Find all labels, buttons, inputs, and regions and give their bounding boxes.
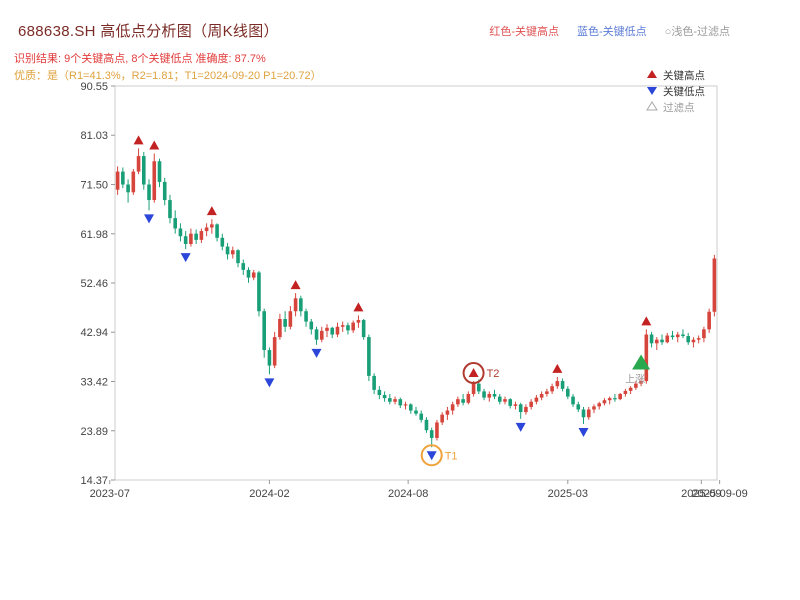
- plot-border: [114, 85, 718, 481]
- legend-high-marker-icon: [647, 70, 657, 78]
- legend-filtered-marker-icon: [646, 101, 658, 111]
- t2-circle: [462, 362, 485, 385]
- y-tick-label: 23.89: [80, 426, 108, 438]
- x-tick-label: 2024-02: [249, 488, 289, 500]
- key-high-marker: [149, 140, 160, 150]
- header-legend-low: 蓝色-关键低点: [577, 26, 647, 38]
- t1-label: T1: [445, 450, 458, 462]
- key-high-marker: [468, 368, 479, 378]
- page-title: 688638.SH 高低点分析图（周K线图）: [18, 23, 279, 40]
- x-tick-label: 2023-07: [90, 488, 130, 500]
- legend-label: 关键低点: [663, 85, 705, 98]
- signal-label: 上涨: [625, 373, 645, 385]
- header-legend-high: 红色-关键高点: [489, 26, 560, 38]
- y-tick-label: 42.94: [80, 327, 108, 339]
- t1-circle: [420, 444, 443, 467]
- key-low-marker: [578, 427, 589, 437]
- x-tick-label: 2025-03: [548, 488, 588, 500]
- y-tick-label: 61.98: [80, 229, 108, 241]
- key-low-marker: [515, 422, 526, 432]
- x-axis: 2023-07 2024-02 2024-08 2025-03 2025-092025-…: [90, 480, 748, 500]
- key-low-marker: [264, 378, 275, 388]
- legend-low-marker-icon: [647, 87, 657, 95]
- y-tick-label: 33.42: [80, 376, 108, 388]
- key-high-marker: [133, 135, 144, 145]
- candles: [115, 148, 717, 448]
- x-tick-label: 2024-08: [388, 488, 428, 500]
- key-low-marker: [426, 451, 437, 461]
- header-legend-filtered: ○浅色-过滤点: [664, 26, 730, 38]
- key-high-marker: [641, 316, 652, 326]
- y-tick-label: 81.03: [80, 130, 108, 142]
- key-low-marker: [144, 214, 155, 224]
- legend-label: 关键高点: [663, 69, 705, 82]
- key-low-markers: [144, 214, 589, 461]
- x-tick-label: 2025-09: [681, 488, 721, 500]
- x-tick-label: 2025-09-09: [691, 488, 747, 500]
- y-tick-label: 52.46: [80, 278, 108, 290]
- key-high-marker: [206, 206, 217, 216]
- signal-triangle: [632, 354, 651, 370]
- key-high-marker: [290, 280, 301, 290]
- key-low-marker: [311, 348, 322, 358]
- y-tick-label: 71.50: [80, 180, 108, 192]
- y-tick-label: 90.55: [80, 81, 108, 93]
- key-low-marker: [180, 253, 191, 263]
- quality-text: 优质：是（R1=41.3%，R2=1.81；T1=2024-09-20 P1=2…: [14, 70, 322, 82]
- header-legend: 红色-关键高点 蓝色-关键低点 ○浅色-过滤点: [489, 23, 730, 39]
- key-high-markers: [133, 135, 652, 378]
- t2-label: T2: [487, 368, 500, 380]
- legend-label: 过滤点: [663, 101, 695, 114]
- recognition-result-text: 识别结果: 9个关键高点, 8个关键低点 准确度: 87.7%: [14, 53, 266, 65]
- y-tick-label: 14.37: [80, 475, 108, 487]
- key-high-marker: [552, 363, 563, 373]
- key-high-marker: [353, 302, 364, 312]
- y-axis: 90.55 81.03 71.50 61.98 52.46 42.94 33.42 23.89…: [80, 81, 115, 487]
